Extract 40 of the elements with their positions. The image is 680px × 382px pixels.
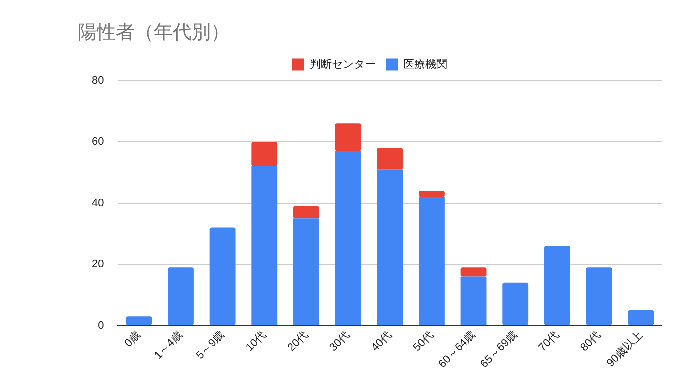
y-tick-label: 0 (98, 320, 104, 332)
bar (293, 206, 320, 219)
x-tick-label: 30代 (328, 329, 353, 354)
x-tick-label: 70代 (536, 329, 562, 354)
bar (502, 282, 529, 326)
bar (168, 268, 194, 326)
bar (628, 310, 654, 326)
x-tick-label: 1～4歳 (152, 328, 186, 362)
y-tick-label: 60 (92, 136, 104, 148)
bar (460, 268, 487, 277)
x-tick-label: 40代 (369, 329, 394, 354)
x-tick-label: 80代 (578, 329, 604, 354)
x-tick-label: 90歳以上 (604, 328, 646, 370)
bar (544, 246, 570, 326)
bar (460, 276, 487, 326)
x-tick-label: 10代 (244, 329, 269, 354)
bar (586, 268, 612, 326)
bar (252, 142, 278, 167)
bar (210, 228, 236, 326)
y-tick-label: 80 (92, 74, 104, 87)
y-tick-label: 40 (92, 197, 104, 210)
bar (377, 148, 404, 170)
bar (418, 197, 445, 326)
x-tick-label: 60～64歳 (436, 328, 478, 371)
x-tick-label: 65～69歳 (478, 328, 520, 371)
x-tick-label: 0歳 (122, 328, 144, 350)
x-tick-label: 5～9歳 (194, 328, 228, 362)
legend-label: 判断センター (310, 58, 376, 71)
bar (293, 218, 320, 326)
bar (377, 170, 404, 326)
bar (335, 124, 362, 152)
x-tick-label: 50代 (411, 329, 436, 354)
y-tick-label: 20 (92, 258, 104, 271)
x-tick-label: 20代 (286, 329, 311, 354)
legend-label: 医療機関 (404, 58, 448, 71)
bar (335, 151, 362, 326)
bar (252, 166, 278, 326)
bar (418, 191, 445, 198)
bar (126, 316, 152, 326)
chart-title: 陽性者（年代別） (78, 22, 230, 44)
